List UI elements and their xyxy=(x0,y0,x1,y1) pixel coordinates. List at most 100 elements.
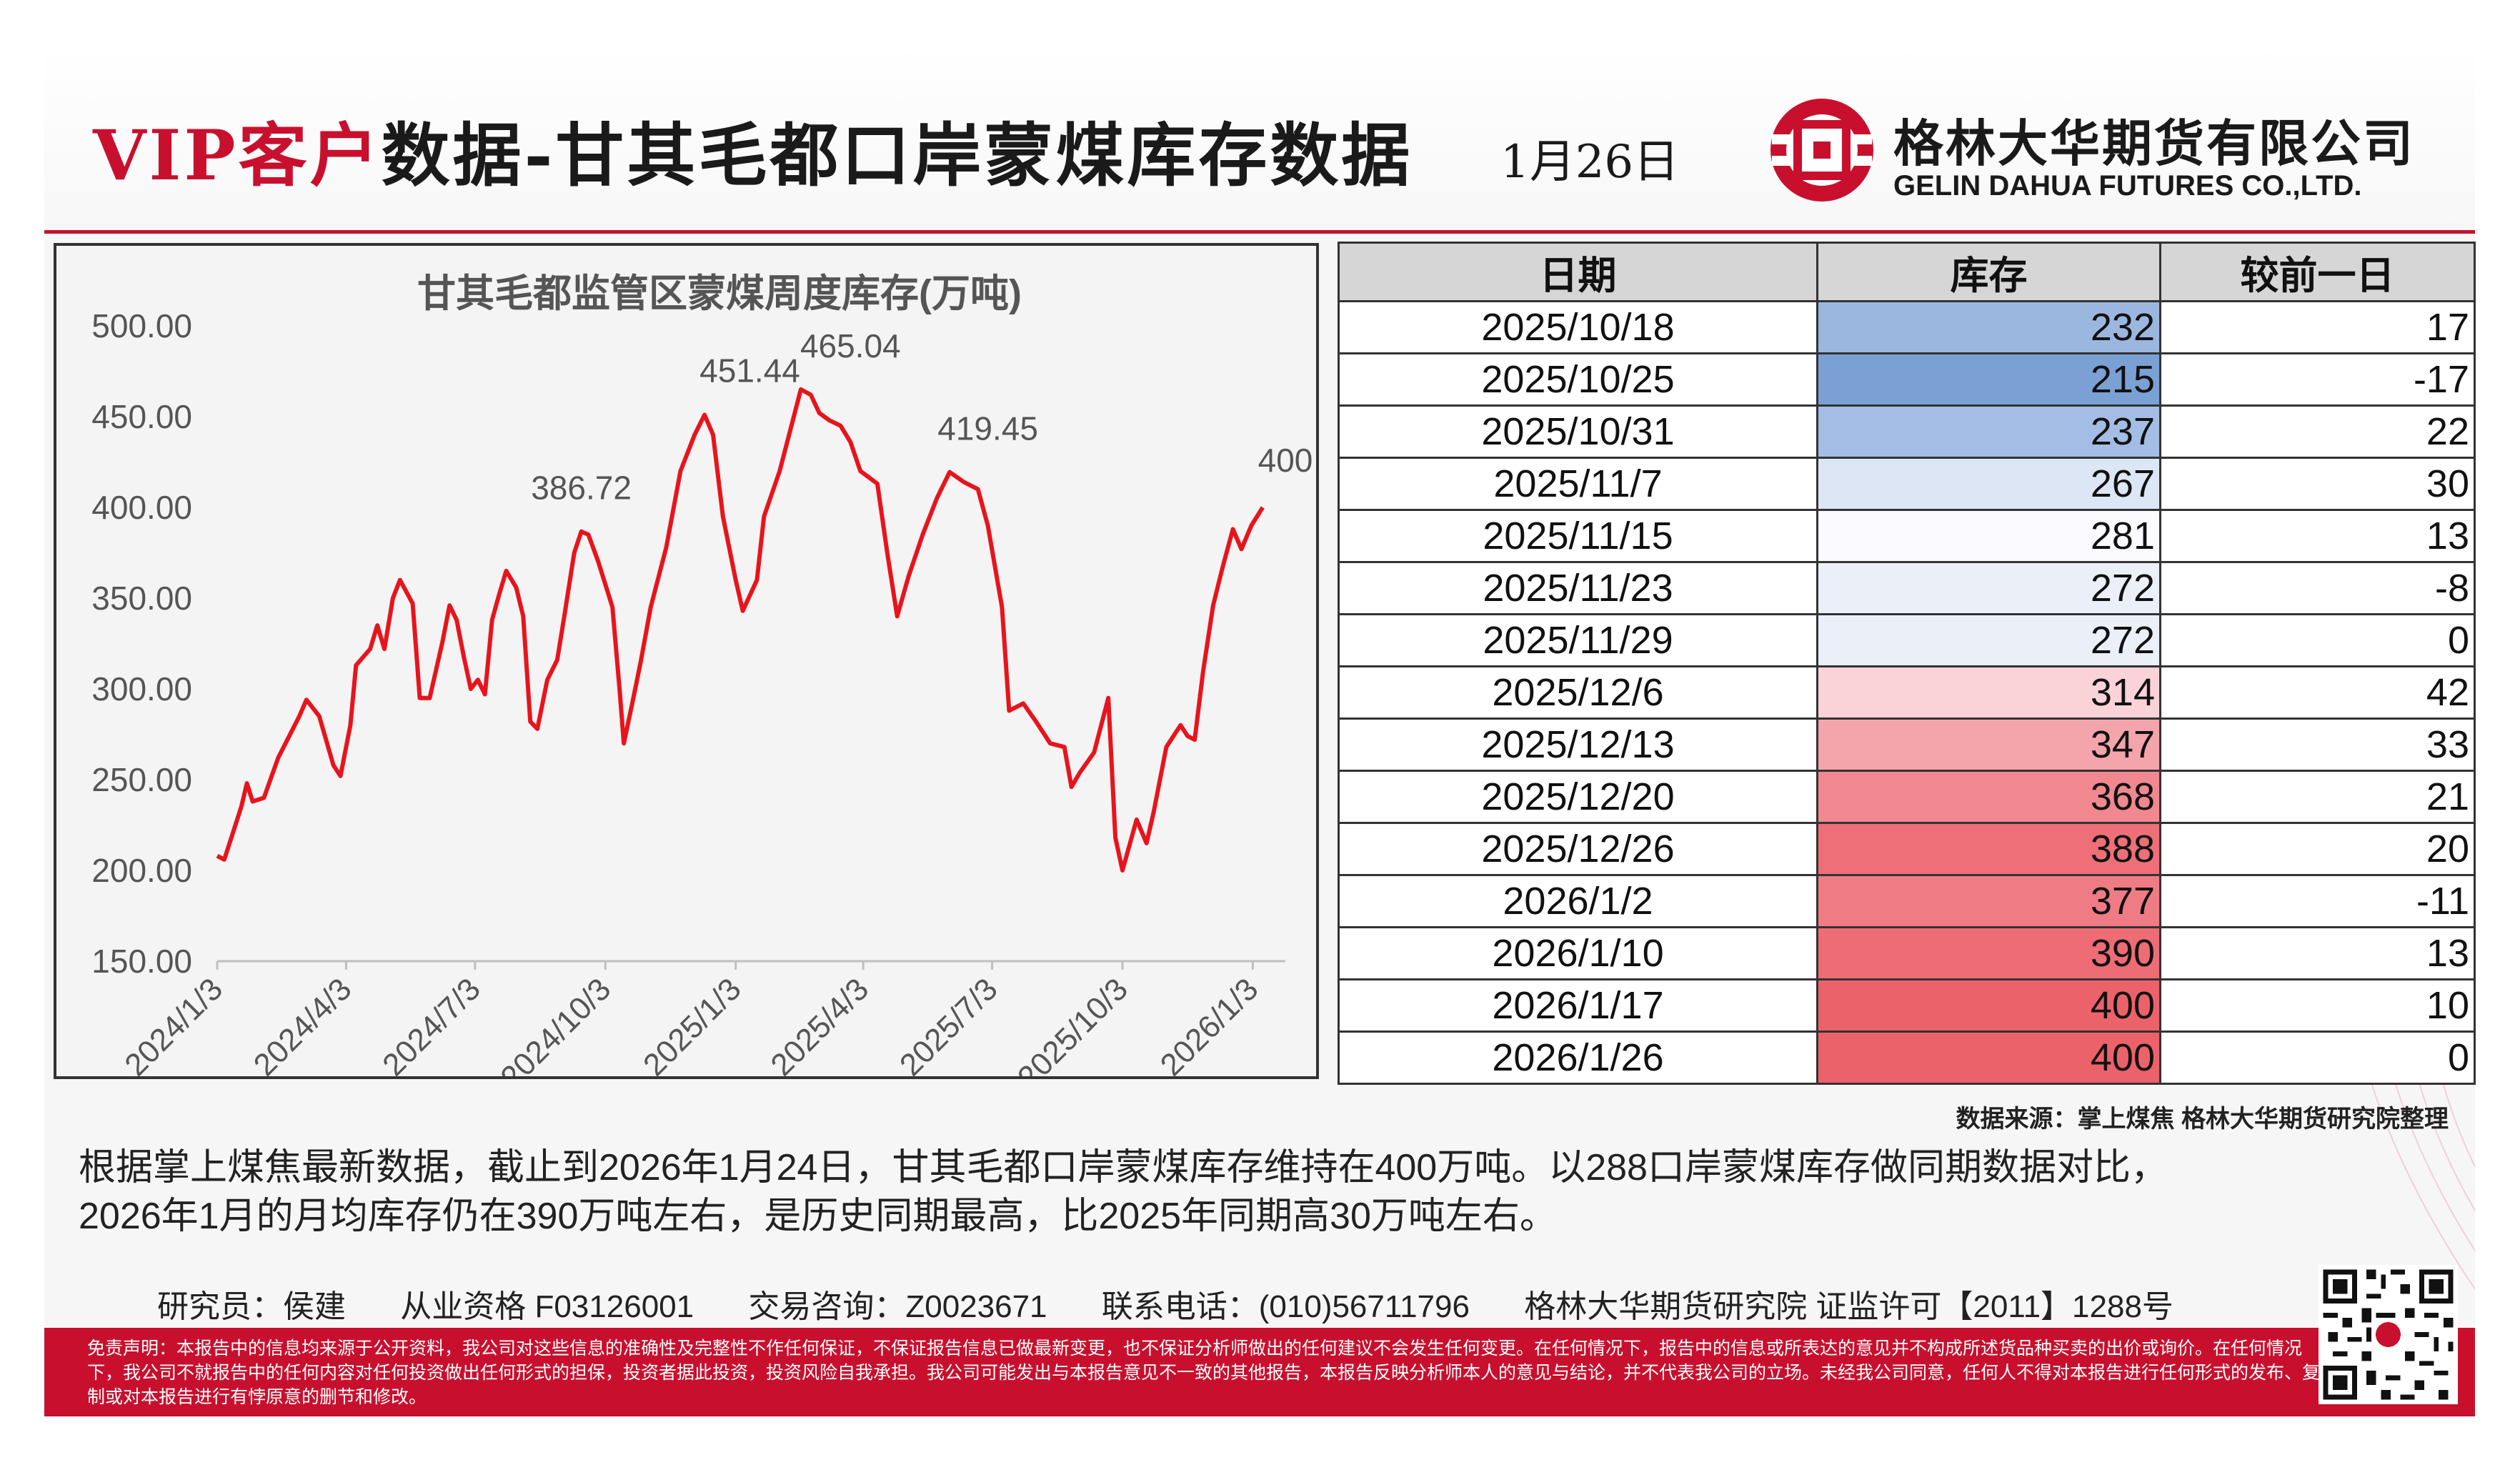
qr-code-icon[interactable] xyxy=(2319,1265,2458,1404)
x-tick-label: 2025/1/3 xyxy=(637,971,748,1076)
cell-date: 2026/1/17 xyxy=(1338,978,1818,1033)
table-row: 2025/11/23 272 -8 xyxy=(1338,561,2476,615)
cell-change: -17 xyxy=(2159,352,2476,407)
y-axis-ticks: 500.00 450.00 400.00 350.00 300.00 250.00 200.… xyxy=(91,307,192,980)
inventory-table: 日期 库存 较前一日 2025/10/18 232 17 2025/10/25 215-… xyxy=(1338,242,2476,1085)
company-name-en: GELIN DAHUA FUTURES CO.,LTD. xyxy=(1893,170,2362,202)
cell-inventory: 215 xyxy=(1816,352,2161,407)
col-header-inventory: 库存 xyxy=(1816,242,2161,302)
cell-inventory: 267 xyxy=(1816,457,2161,511)
footer-analyst: 研究员：侯建 xyxy=(157,1289,346,1324)
header-band xyxy=(44,44,2475,230)
col-header-change: 较前一日 xyxy=(2159,242,2476,302)
table-row: 2025/11/15 281 13 xyxy=(1338,509,2476,563)
data-label: 400 xyxy=(1258,442,1313,479)
table-header-row: 日期 库存 较前一日 xyxy=(1338,242,2476,302)
cell-inventory: 400 xyxy=(1816,978,2161,1033)
cell-date: 2026/1/2 xyxy=(1338,874,1818,928)
report-date: 1月26日 xyxy=(1500,136,1680,189)
y-tick-label: 150.00 xyxy=(91,943,192,980)
cell-inventory: 237 xyxy=(1816,404,2161,459)
table-row: 2025/11/7 267 30 xyxy=(1338,457,2476,511)
footer-info: 研究员：侯建 从业资格 F03126001 交易咨询：Z0023671 联系电话… xyxy=(157,1281,2219,1326)
cell-inventory: 232 xyxy=(1816,300,2161,354)
title-main: 数据-甘其毛都口岸蒙煤库存数据 xyxy=(381,115,1413,196)
x-axis-ticks: 2024/1/3 2024/4/3 2024/7/3 2024/10/3 2025/1/… xyxy=(118,961,1265,1076)
cell-date: 2025/12/26 xyxy=(1338,822,1818,876)
inventory-series-line xyxy=(216,387,1265,873)
x-tick-label: 2025/7/3 xyxy=(893,971,1005,1076)
cell-change: 13 xyxy=(2159,926,2476,980)
y-tick-label: 450.00 xyxy=(91,398,192,435)
cell-inventory: 272 xyxy=(1816,613,2161,667)
y-tick-label: 350.00 xyxy=(91,580,192,617)
cell-date: 2025/11/23 xyxy=(1338,561,1818,615)
y-tick-label: 200.00 xyxy=(91,852,192,889)
table-row: 2025/11/29 272 0 xyxy=(1338,613,2476,667)
chart-title: 甘其毛都监管区蒙煤周度库存(万吨) xyxy=(417,272,1022,315)
header-divider xyxy=(44,230,2475,234)
disclaimer-text: 免责声明：本报告中的信息均来源于公开资料，我公司对这些信息的准确性及完整性不作任… xyxy=(87,1339,2321,1407)
cell-date: 2026/1/10 xyxy=(1338,926,1818,980)
title-vip: VIP客户 xyxy=(93,115,382,196)
data-label: 451.44 xyxy=(699,352,800,389)
data-label: 419.45 xyxy=(937,410,1038,447)
cell-change: 17 xyxy=(2159,300,2476,354)
table-row: 2025/10/31 237 22 xyxy=(1338,404,2476,459)
x-tick-label: 2024/4/3 xyxy=(247,971,359,1076)
footer-consulting: 交易咨询：Z0023671 xyxy=(748,1289,1047,1324)
cell-change: 0 xyxy=(2159,613,2476,667)
company-logo-icon xyxy=(1771,99,1873,202)
x-tick-label: 2025/4/3 xyxy=(764,971,875,1076)
x-tick-label: 2024/1/3 xyxy=(118,971,229,1076)
table-row: 2025/10/25 215 -17 xyxy=(1338,352,2476,407)
cell-inventory: 314 xyxy=(1816,665,2161,720)
footer-institute: 格林大华期货研究院 证监许可【2011】1288号 xyxy=(1524,1289,2173,1324)
cell-date: 2025/10/18 xyxy=(1338,300,1818,354)
chart-canvas: 甘其毛都监管区蒙煤周度库存(万吨) 500.00 450.00 400.00 350.… xyxy=(91,272,1313,1076)
data-source: 数据来源：掌上煤焦 格林大华期货研究院整理 xyxy=(1956,1106,2449,1133)
cell-date: 2026/1/26 xyxy=(1338,1031,1818,1085)
x-tick-label: 2024/10/3 xyxy=(494,971,617,1076)
cell-date: 2025/11/29 xyxy=(1338,613,1818,667)
cell-date: 2025/12/6 xyxy=(1338,665,1818,720)
cell-inventory: 377 xyxy=(1816,874,2161,928)
cell-date: 2025/10/31 xyxy=(1338,404,1818,459)
table-row: 2025/12/20 368 21 xyxy=(1338,770,2476,824)
table-row: 2025/10/18 232 17 xyxy=(1338,300,2476,354)
cell-inventory: 388 xyxy=(1816,822,2161,876)
col-header-date: 日期 xyxy=(1338,242,1818,302)
cell-inventory: 281 xyxy=(1816,509,2161,563)
table-row: 2025/12/6 314 42 xyxy=(1338,665,2476,720)
cell-date: 2025/10/25 xyxy=(1338,352,1818,407)
cell-change: 33 xyxy=(2159,717,2476,772)
cell-date: 2025/12/20 xyxy=(1338,770,1818,824)
cell-date: 2025/11/7 xyxy=(1338,457,1818,511)
cell-inventory: 368 xyxy=(1816,770,2161,824)
footer-qualification: 从业资格 F03126001 xyxy=(400,1289,694,1324)
table-row: 2025/12/26 388 20 xyxy=(1338,822,2476,876)
cell-change: 21 xyxy=(2159,770,2476,824)
x-tick-label: 2025/10/3 xyxy=(1011,971,1135,1076)
y-tick-label: 400.00 xyxy=(91,489,192,526)
table-row: 2025/12/13 347 33 xyxy=(1338,717,2476,772)
cell-change: 42 xyxy=(2159,665,2476,720)
cell-change: -11 xyxy=(2159,874,2476,928)
table-row: 2026/1/10 390 13 xyxy=(1338,926,2476,980)
cell-change: 0 xyxy=(2159,1031,2476,1085)
x-tick-label: 2024/7/3 xyxy=(376,971,487,1076)
y-tick-label: 500.00 xyxy=(91,307,192,344)
summary-line-1: 根据掌上煤焦最新数据，截止到2026年1月24日，甘其毛都口岸蒙煤库存维持在40… xyxy=(79,1147,2168,1188)
cell-inventory: 400 xyxy=(1816,1031,2161,1085)
x-tick-label: 2026/1/3 xyxy=(1154,971,1265,1076)
table-row: 2026/1/26 400 0 xyxy=(1338,1031,2476,1085)
cell-date: 2025/11/15 xyxy=(1338,509,1818,563)
table-row: 2026/1/17 400 10 xyxy=(1338,978,2476,1033)
cell-inventory: 390 xyxy=(1816,926,2161,980)
table-row: 2026/1/2 377 -11 xyxy=(1338,874,2476,928)
cell-date: 2025/12/13 xyxy=(1338,717,1818,772)
cell-change: -8 xyxy=(2159,561,2476,615)
inventory-line-chart: 甘其毛都监管区蒙煤周度库存(万吨) 500.00 450.00 400.00 350.… xyxy=(54,243,1319,1079)
company-name-cn: 格林大华期货有限公司 xyxy=(1893,116,2415,172)
